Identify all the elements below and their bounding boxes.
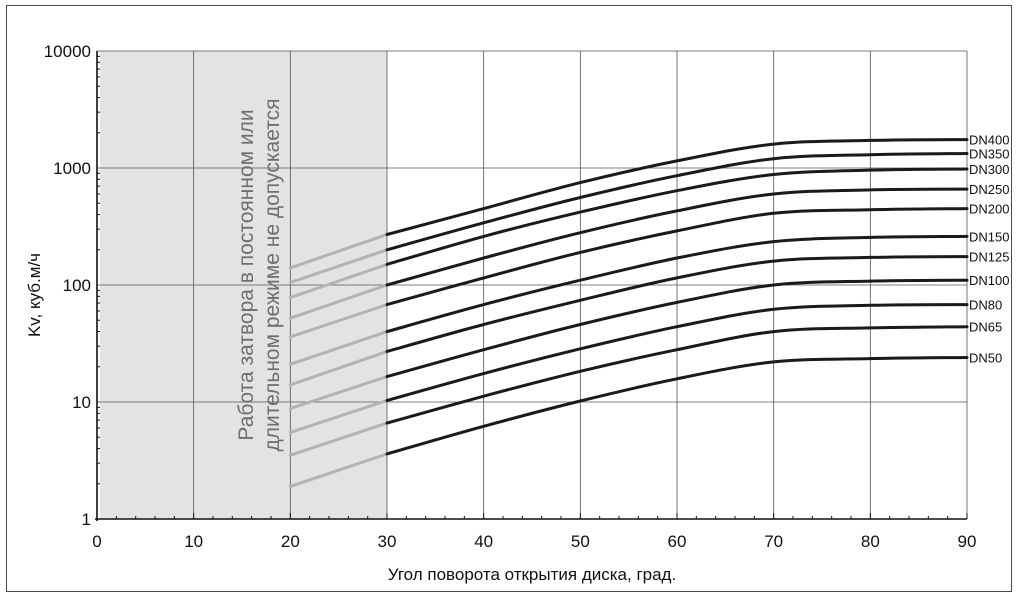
x-tick-label: 90 — [958, 532, 977, 551]
series-line-dn250 — [385, 187, 969, 287]
y-tick-label: 10000 — [44, 42, 91, 61]
series-line-restricted-dn400 — [288, 233, 389, 270]
series-line-restricted-dn300 — [288, 262, 389, 300]
series-line-dn50 — [385, 356, 969, 456]
series-line-dn400 — [385, 138, 969, 236]
y-tick-label: 10 — [72, 393, 91, 412]
x-tick-label: 30 — [378, 532, 397, 551]
series-line-dn100 — [385, 278, 969, 379]
x-tick-label: 10 — [184, 532, 203, 551]
series-line-restricted-dn350 — [288, 248, 389, 284]
series-line-dn80 — [385, 303, 969, 402]
x-tick-label: 50 — [571, 532, 590, 551]
series-line-restricted-dn200 — [288, 303, 389, 339]
series-line-restricted-dn150 — [288, 330, 389, 366]
x-tick-label: 60 — [668, 532, 687, 551]
series-line-dn125 — [385, 255, 969, 353]
y-tick-label: 1000 — [53, 159, 91, 178]
series-label-dn125: DN125 — [969, 250, 1009, 265]
series-lines — [288, 138, 969, 488]
y-axis-title: Kv, куб.м/ч — [25, 253, 44, 337]
series-label-dn80: DN80 — [969, 298, 1002, 313]
x-axis-title: Угол поворота открытия диска, град. — [388, 565, 676, 584]
series-label-dn50: DN50 — [969, 351, 1002, 366]
series-label-dn250: DN250 — [969, 182, 1009, 197]
series-label-dn150: DN150 — [969, 229, 1009, 244]
series-label-dn200: DN200 — [969, 202, 1009, 217]
minor-ticks — [96, 55, 968, 519]
series-label-dn100: DN100 — [969, 273, 1009, 288]
x-tick-label: 70 — [764, 532, 783, 551]
series-label-dn300: DN300 — [969, 162, 1009, 177]
series-label-dn65: DN65 — [969, 320, 1002, 335]
series-line-restricted-dn80 — [288, 399, 389, 434]
series-line-restricted-dn125 — [288, 350, 389, 387]
series-line-restricted-dn100 — [288, 375, 389, 410]
x-tick-label: 80 — [861, 532, 880, 551]
series-line-restricted-dn65 — [288, 421, 389, 457]
restricted-zone-text-line1: Работа затвора в постоянном или — [235, 109, 258, 440]
series-line-restricted-dn50 — [288, 452, 389, 488]
series-line-dn200 — [385, 207, 969, 307]
series-line-dn300 — [385, 167, 969, 266]
series-line-dn350 — [385, 152, 969, 252]
y-tick-label: 100 — [63, 276, 91, 295]
series-line-dn65 — [385, 325, 969, 425]
restricted-zone-text-line2: длительном режиме не допускается — [261, 99, 284, 452]
tick-labels: 0 10 20 30 40 50 60 70 80 90 1 10 100 1000 10000 — [44, 42, 977, 551]
y-tick-label: 1 — [82, 510, 91, 529]
x-tick-label: 20 — [281, 532, 300, 551]
series-label-dn350: DN350 — [969, 147, 1009, 162]
series-line-restricted-dn250 — [288, 283, 389, 320]
x-tick-label: 0 — [92, 532, 101, 551]
x-tick-label: 40 — [474, 532, 493, 551]
series-line-dn150 — [385, 234, 969, 334]
series-label-dn400: DN400 — [969, 133, 1009, 148]
